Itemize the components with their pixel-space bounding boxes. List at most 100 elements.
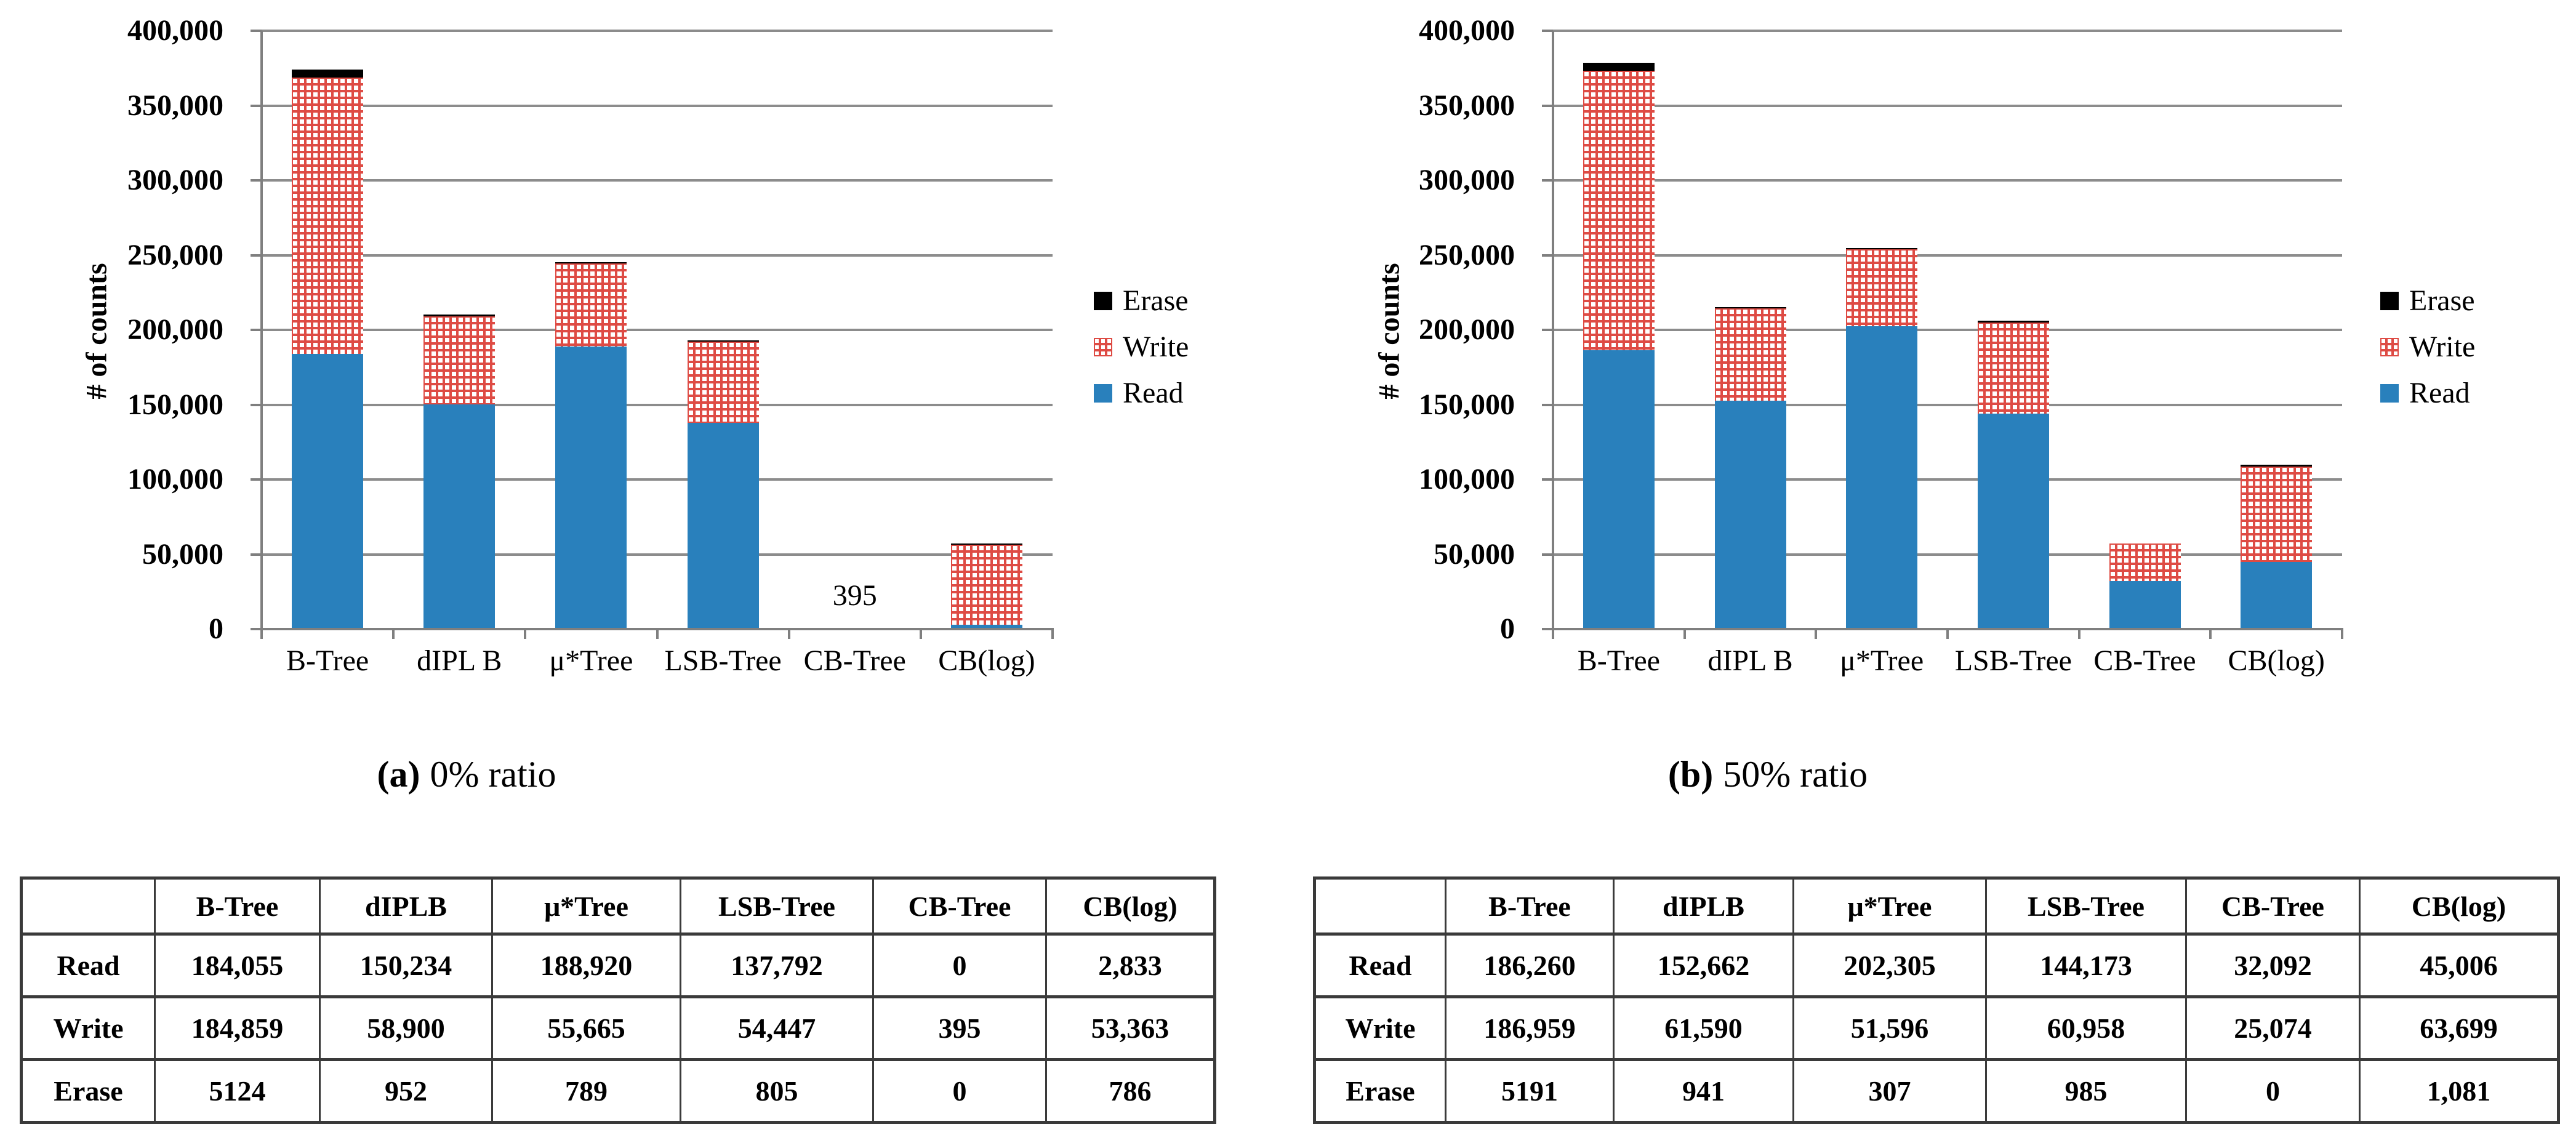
- y-tick: [251, 30, 262, 32]
- erase-swatch-icon: [2380, 292, 2399, 310]
- y-axis-tick-label: 150,000: [127, 388, 223, 421]
- x-axis-line: [260, 628, 1054, 630]
- x-tick: [2341, 629, 2343, 639]
- y-tick: [251, 329, 262, 331]
- bar-segment-erase: [950, 543, 1022, 545]
- y-axis-tick-label: 100,000: [127, 463, 223, 495]
- caption-b: (b) 50% ratio: [1668, 752, 1868, 796]
- y-axis-tick-label: 250,000: [127, 238, 223, 271]
- x-tick: [1946, 629, 1949, 639]
- x-tick: [1552, 629, 1554, 639]
- x-tick: [524, 629, 527, 639]
- legend-item-read: Read: [1094, 377, 1189, 410]
- table-cell: 150,234: [319, 932, 493, 998]
- row-label: Read: [20, 932, 156, 998]
- gridline: [1553, 329, 2342, 331]
- gridline: [1553, 403, 2342, 406]
- y-axis-tick-label: 200,000: [127, 313, 223, 346]
- column-header: B-Tree: [154, 876, 321, 936]
- y-axis-line: [1552, 31, 1554, 632]
- table-cell: 58,900: [319, 995, 493, 1061]
- y-tick: [1542, 478, 1553, 481]
- table-cell: 1,081: [2359, 1058, 2559, 1124]
- write-swatch-icon: [2380, 338, 2399, 356]
- y-tick: [251, 553, 262, 556]
- table-cell: 941: [1613, 1058, 1794, 1124]
- table-cell: 202,305: [1792, 932, 1987, 998]
- y-tick: [1542, 254, 1553, 257]
- y-axis-tick-label: 300,000: [127, 164, 223, 196]
- legend-item-write: Write: [1094, 331, 1189, 364]
- x-axis-label: CB(log): [2228, 644, 2325, 677]
- table-row: Write 186,959 61,590 51,596 60,958 25,074 63,6…: [1314, 995, 2559, 1061]
- bar-segment-read: [1977, 413, 2049, 629]
- bar-segment-write: [687, 341, 759, 423]
- caption-a-label: (a): [377, 754, 420, 795]
- caption-b-text: 50% ratio: [1723, 754, 1868, 795]
- table-row: Read 186,260 152,662 202,305 144,173 32,092 45…: [1314, 932, 2559, 998]
- bar-segment-write: [2109, 543, 2181, 581]
- table-row: Read 184,055 150,234 188,920 137,792 0 2,833: [20, 932, 1216, 998]
- table-cell: 53,363: [1045, 995, 1216, 1061]
- table-cell: 63,699: [2359, 995, 2559, 1061]
- y-tick: [1542, 329, 1553, 331]
- column-header: CB(log): [1045, 876, 1216, 936]
- column-header: CB-Tree: [872, 876, 1047, 936]
- x-axis-label: μ*Tree: [1840, 644, 1924, 677]
- table-cell: 0: [2185, 1058, 2361, 1124]
- bar-segment-erase: [2241, 465, 2313, 467]
- table-cell: 55,665: [491, 995, 681, 1061]
- row-label: Write: [20, 995, 156, 1061]
- table-cell: 54,447: [680, 995, 874, 1061]
- column-header: dIPLB: [319, 876, 493, 936]
- read-swatch-icon: [1094, 384, 1112, 403]
- legend-item-erase: Erase: [1094, 284, 1189, 318]
- table-cell: 184,859: [154, 995, 321, 1061]
- bar-segment-write: [423, 316, 496, 404]
- column-header: μ*Tree: [1792, 876, 1987, 936]
- erase-swatch-icon: [1094, 292, 1112, 310]
- gridline: [262, 478, 1053, 481]
- x-tick: [2209, 629, 2212, 639]
- table-cell: 184,055: [154, 932, 321, 998]
- y-axis-title-b: # of counts: [1373, 263, 1406, 399]
- y-axis-tick-label: 50,000: [1434, 537, 1515, 571]
- bar-segment-erase: [555, 262, 627, 263]
- y-tick: [251, 403, 262, 406]
- bar-segment-write: [1583, 71, 1655, 351]
- table-cell: 2,833: [1045, 932, 1216, 998]
- table-cell: 137,792: [680, 932, 874, 998]
- caption-a: (a) 0% ratio: [377, 752, 556, 796]
- table-cell: 45,006: [2359, 932, 2559, 998]
- gridline: [1553, 104, 2342, 107]
- table-cell: 5191: [1445, 1058, 1615, 1124]
- x-tick: [1815, 629, 1818, 639]
- table-cell: 152,662: [1613, 932, 1794, 998]
- legend-label-erase: Erase: [2409, 284, 2475, 317]
- legend-item-erase: Erase: [2380, 284, 2475, 318]
- bar-segment-write: [1977, 322, 2049, 414]
- table-cell: 51,596: [1792, 995, 1987, 1061]
- x-tick: [2077, 629, 2080, 639]
- y-tick: [1542, 30, 1553, 32]
- bar-segment-erase: [1977, 321, 2049, 323]
- bar-value-annotation: 395: [832, 579, 877, 612]
- bar-segment-read: [555, 346, 627, 629]
- gridline: [1553, 30, 2342, 32]
- x-axis-label: CB-Tree: [2093, 644, 2196, 677]
- legend-label-write: Write: [1123, 331, 1189, 363]
- bar-segment-read: [2241, 561, 2313, 629]
- y-axis-tick-label: 0: [209, 612, 223, 645]
- table-cell: 60,958: [1985, 995, 2187, 1061]
- y-axis-line: [260, 31, 263, 632]
- x-tick: [919, 629, 922, 639]
- y-tick: [251, 628, 262, 630]
- bar-segment-erase: [423, 315, 496, 316]
- bar-segment-erase: [292, 70, 364, 78]
- bar-segment-read: [1583, 350, 1655, 629]
- y-tick: [1542, 628, 1553, 630]
- bar-segment-erase: [1714, 307, 1786, 309]
